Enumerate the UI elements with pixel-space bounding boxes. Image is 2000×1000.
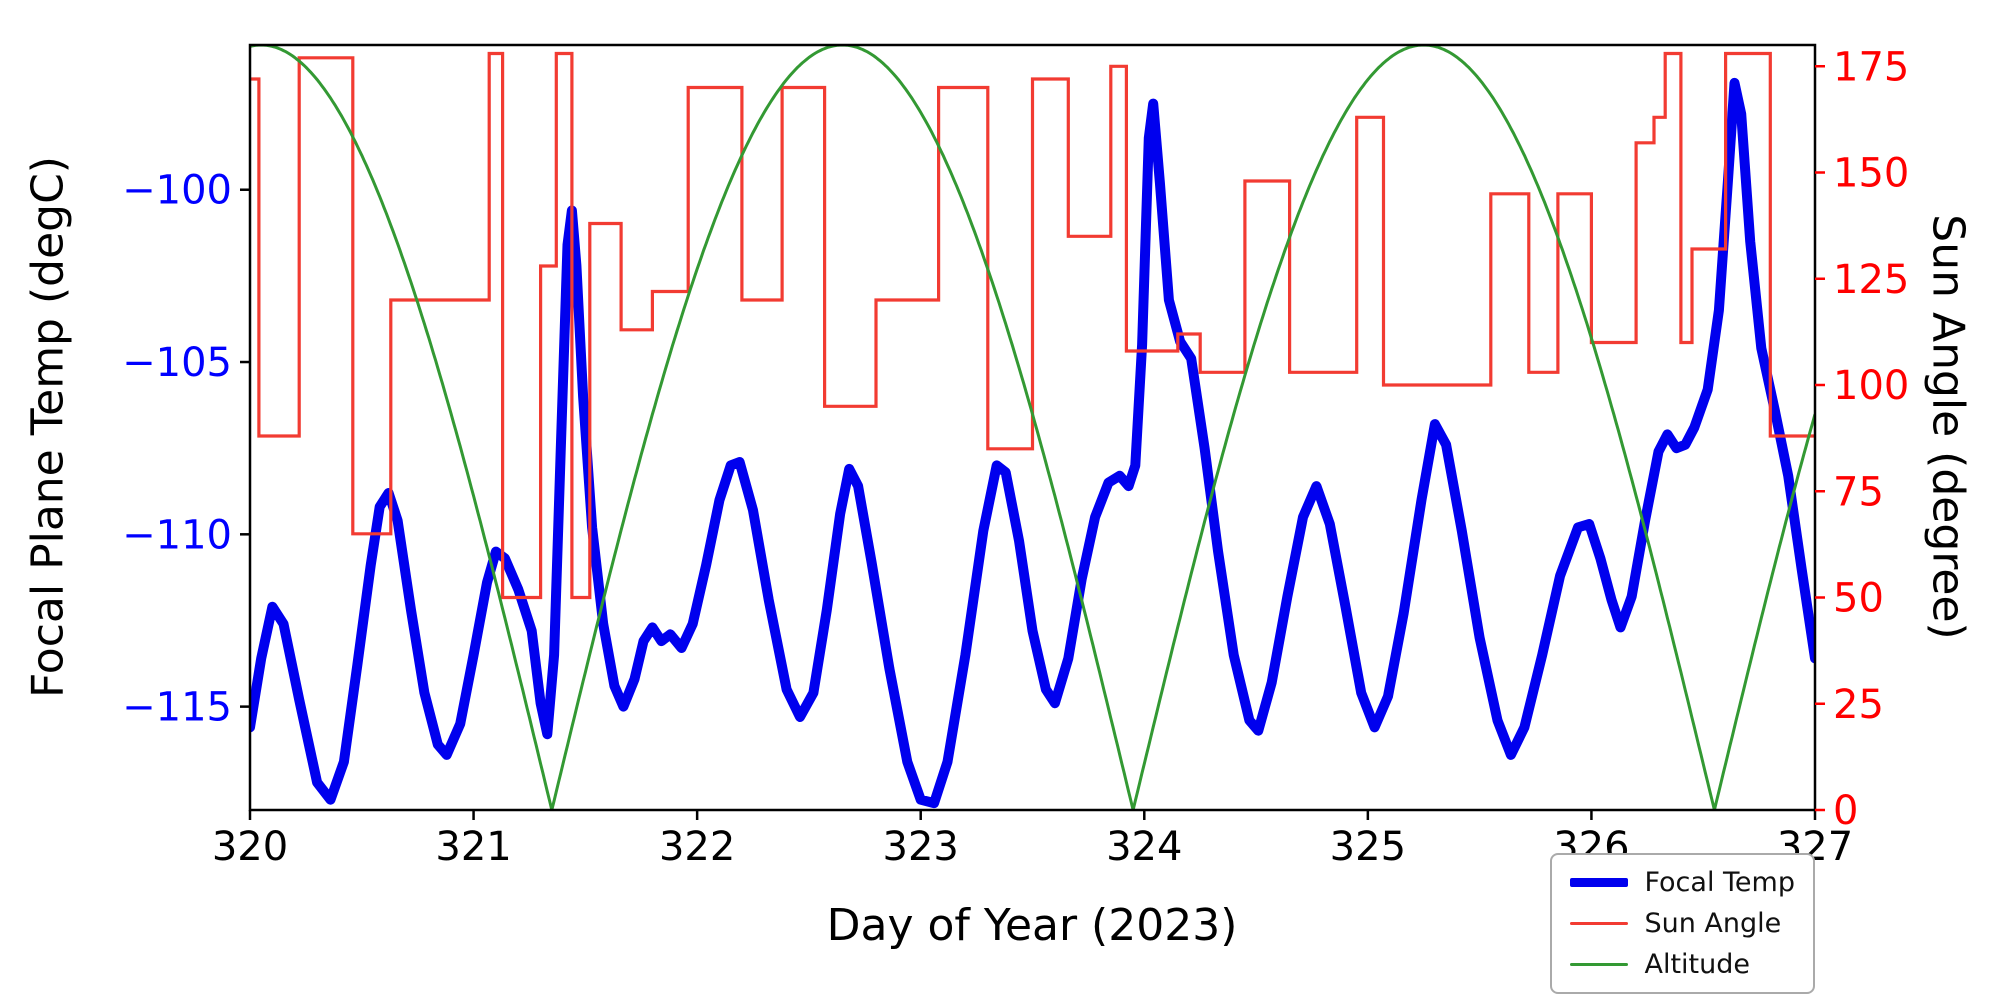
x-tick-label: 320 (212, 824, 288, 870)
right-y-tick-label: 125 (1833, 257, 1909, 303)
left-y-tick-label: −115 (122, 685, 232, 731)
sun-angle-line-swatch (1570, 922, 1629, 925)
right-y-tick-label: 150 (1833, 151, 1909, 197)
legend-label: Sun Angle (1644, 908, 1782, 939)
x-axis-label: Day of Year (2023) (826, 900, 1238, 951)
altitude-line-swatch (1570, 963, 1629, 966)
left-y-axis-label: Focal Plane Temp (degC) (22, 156, 74, 698)
x-tick-label: 323 (883, 824, 959, 870)
x-tick-label: 321 (435, 824, 511, 870)
right-y-tick-label: 25 (1833, 682, 1884, 728)
plot-spines (248, 43, 1817, 812)
legend-item-sun-angle: Sun Angle (1570, 908, 1795, 939)
focal-temp-line-swatch (1570, 878, 1629, 887)
left-y-tick-label: −105 (122, 340, 232, 386)
left-y-tick-label: −110 (122, 512, 232, 558)
legend-label: Altitude (1644, 949, 1750, 980)
legend-item-focal-temp: Focal Temp (1570, 867, 1795, 898)
legend-label: Focal Temp (1644, 867, 1795, 898)
right-y-tick-label: 100 (1833, 363, 1909, 409)
focal-temp-line (250, 77, 1815, 809)
x-tick-label: 325 (1330, 824, 1406, 870)
left-y-tick-label: −100 (122, 168, 232, 214)
legend: Focal Temp Sun Angle Altitude (1550, 853, 1815, 994)
x-tick-label: 322 (659, 824, 735, 870)
right-y-tick-label: 0 (1833, 788, 1858, 834)
right-y-tick-label: 50 (1833, 576, 1884, 622)
legend-item-altitude: Altitude (1570, 949, 1795, 980)
x-tick-label: 324 (1106, 824, 1182, 870)
altitude-line (250, 45, 1815, 810)
right-y-tick-label: 175 (1833, 44, 1909, 90)
right-y-tick-label: 75 (1833, 469, 1884, 515)
sun-angle-line (250, 51, 1815, 600)
right-y-axis-label: Sun Angle (degree) (1922, 214, 1974, 640)
